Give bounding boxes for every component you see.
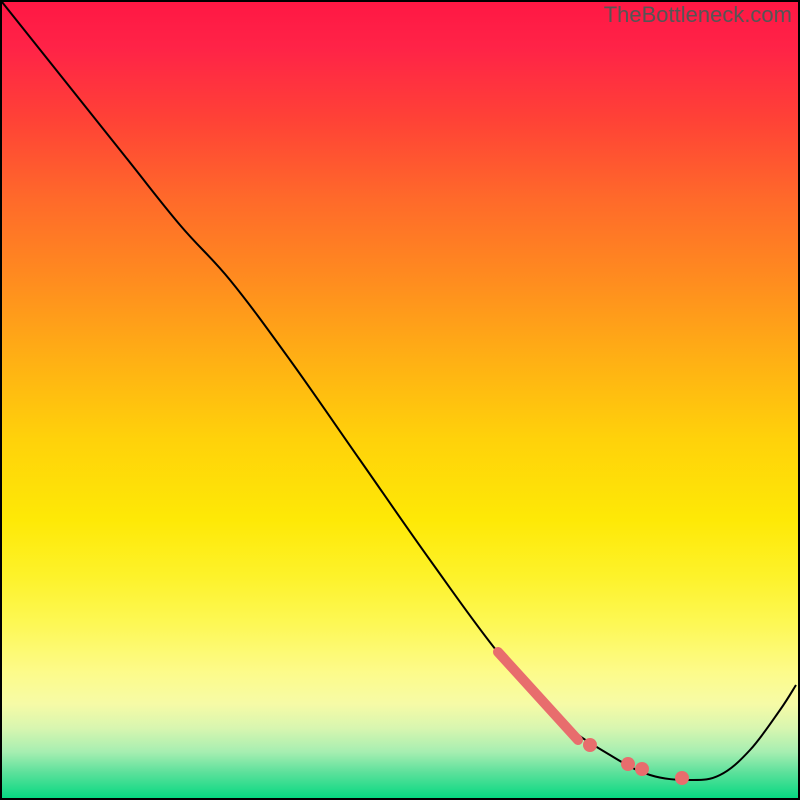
highlight-dot xyxy=(635,762,649,776)
chart-svg xyxy=(0,0,800,800)
gradient-background xyxy=(0,0,800,800)
highlight-dot xyxy=(621,757,635,771)
highlight-dot xyxy=(583,738,597,752)
highlight-dot xyxy=(675,771,689,785)
chart-container: TheBottleneck.com xyxy=(0,0,800,800)
